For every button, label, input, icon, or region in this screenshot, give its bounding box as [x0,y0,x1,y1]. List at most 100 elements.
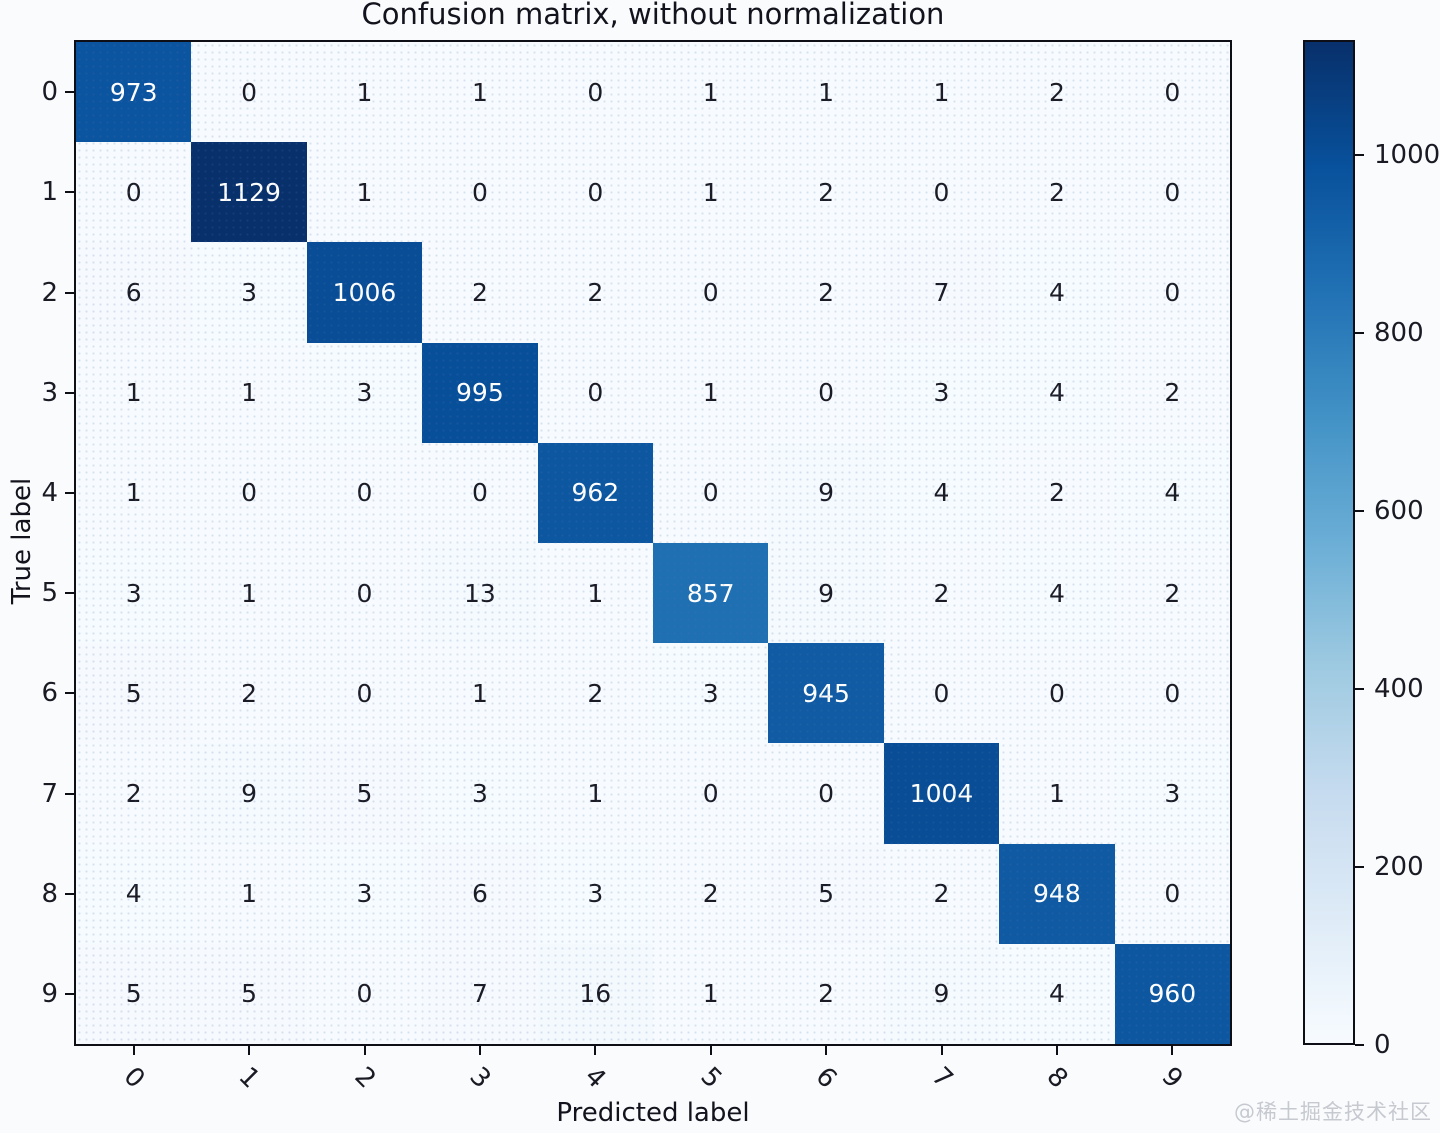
colorbar-tick-label: 1000 [1374,139,1440,170]
matrix-cell: 0 [1114,643,1230,744]
y-tick-label: 6 [41,678,58,709]
matrix-cell: 5 [76,643,192,744]
y-tick-mark [65,291,74,294]
matrix-cell: 1004 [883,743,1000,844]
matrix-cell: 1 [999,743,1115,844]
matrix-cell: 2 [768,142,884,243]
colorbar-tick-mark [1355,865,1364,868]
matrix-cell: 1129 [191,142,307,243]
matrix-cell: 945 [768,643,884,744]
matrix-cell: 0 [1114,843,1230,944]
matrix-cell: 1 [306,42,423,143]
matrix-cell: 1 [653,42,769,143]
x-tick-label: 8 [1040,1061,1074,1095]
matrix-cell: 16 [537,943,653,1044]
matrix-cell: 0 [883,643,1000,744]
matrix-cell: 2 [768,242,884,343]
matrix-cell: 2 [191,643,307,744]
matrix-cell: 4 [999,242,1115,343]
y-tick-mark [65,491,74,494]
matrix-cell: 5 [191,943,307,1044]
matrix-cell: 857 [653,542,769,644]
matrix-cell: 962 [537,442,653,543]
matrix-cell: 9 [768,542,884,644]
matrix-cell: 0 [537,342,653,443]
x-tick-label: 7 [925,1061,958,1095]
matrix-cell: 4 [76,843,192,944]
x-tick-label: 9 [1155,1061,1189,1095]
x-tick-mark [478,1046,481,1055]
matrix-cell: 4 [999,342,1115,443]
x-tick-label: 5 [694,1061,728,1095]
matrix-cell: 1 [306,142,423,243]
matrix-cell: 2 [768,943,884,1044]
matrix-cell: 6 [76,242,192,343]
matrix-cell: 9 [883,943,1000,1044]
matrix-cell: 0 [1114,242,1230,343]
heatmap-plot: 973 0 1 1 0 1 1 1 2 0 0 1129 1 0 0 1 2 0 2 0 6 3 1006 2 2 0 2 7 4 0 1 1… [74,40,1232,1046]
matrix-cell: 0 [422,142,538,243]
matrix-cell: 960 [1114,943,1230,1044]
matrix-cell: 2 [537,643,653,744]
colorbar-tick-label: 0 [1374,1030,1391,1060]
colorbar-tick-label: 400 [1374,673,1424,704]
matrix-cell: 973 [76,42,192,143]
x-tick-mark [940,1046,943,1055]
matrix-cell: 4 [999,943,1115,1044]
matrix-cell: 2 [883,542,1000,644]
x-tick-label: 3 [463,1061,497,1095]
matrix-cell: 1 [422,42,538,143]
y-tick-label: 8 [41,878,58,909]
matrix-cell: 0 [422,442,538,543]
matrix-cell: 4 [1114,442,1230,543]
matrix-cell: 5 [306,743,423,844]
y-tick-label: 4 [41,477,58,508]
x-tick-label: 1 [232,1061,266,1095]
matrix-cell: 1 [883,42,1000,143]
matrix-cell: 0 [191,442,307,543]
matrix-cell: 0 [306,442,423,543]
matrix-cell: 13 [422,542,538,644]
matrix-cell: 1 [76,442,192,543]
matrix-cell: 0 [191,42,307,143]
colorbar-tick-mark [1355,153,1364,156]
matrix-cell: 995 [422,342,538,443]
matrix-cell: 3 [653,643,769,744]
y-tick-label: 9 [41,978,58,1009]
y-tick-label: 1 [41,177,58,208]
matrix-cell: 0 [653,242,769,343]
matrix-cell: 2 [883,843,1000,944]
matrix-cell: 1 [537,743,653,844]
matrix-cell: 0 [1114,42,1230,143]
x-tick-mark [594,1046,597,1055]
y-tick-label: 3 [41,377,58,408]
colorbar-tick-mark [1355,509,1364,512]
x-tick-label: 6 [809,1061,843,1095]
x-tick-mark [1055,1046,1058,1055]
colorbar-tick-mark [1355,1044,1364,1046]
matrix-cell: 9 [191,743,307,844]
matrix-cell: 4 [883,442,1000,543]
matrix-cell: 3 [537,843,653,944]
y-tick-mark [65,592,74,595]
matrix-cell: 3 [76,542,192,644]
matrix-cell: 2 [653,843,769,944]
matrix-cell: 1 [537,542,653,644]
colorbar-tick-label: 600 [1374,495,1424,526]
y-tick-mark [65,892,74,895]
matrix-cell: 5 [768,843,884,944]
colorbar-tick-mark [1355,687,1364,690]
y-tick-label: 5 [41,578,58,609]
matrix-cell: 1 [768,42,884,143]
colorbar-tick-mark [1355,331,1364,334]
matrix-cell: 0 [653,743,769,844]
matrix-cell: 0 [306,943,423,1044]
y-tick-label: 0 [41,77,58,108]
matrix-cell: 948 [999,843,1115,944]
matrix-cell: 0 [306,542,423,644]
matrix-cell: 1 [191,342,307,443]
matrix-cell: 0 [653,442,769,543]
matrix-cell: 0 [768,342,884,443]
matrix-cell: 1 [191,542,307,644]
